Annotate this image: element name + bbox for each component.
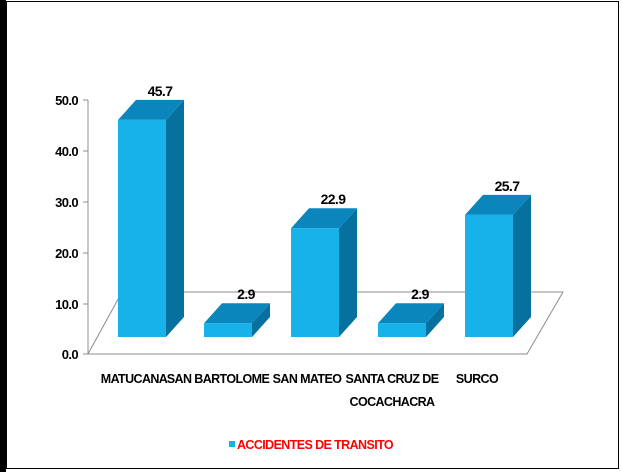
bar-front	[204, 323, 252, 337]
bar	[204, 303, 270, 337]
bar-front	[465, 214, 513, 337]
data-labels: 45.7 2.9 22.9 2.9 25.7	[148, 83, 521, 302]
chart-floor	[87, 291, 564, 355]
legend-label: ACCIDENTES DE TRANSITO	[236, 438, 394, 452]
bar-top	[118, 99, 184, 120]
bar-top	[465, 194, 531, 215]
bar-side	[252, 303, 270, 337]
bar-front	[291, 228, 339, 337]
bar-top	[291, 208, 357, 229]
bar	[291, 208, 357, 337]
bar-top	[378, 303, 444, 324]
bar-side	[339, 208, 357, 337]
bar-front	[378, 323, 426, 337]
bar	[378, 303, 444, 337]
y-tick-label: 40.0	[55, 144, 78, 159]
y-tick-label: 30.0	[55, 195, 78, 210]
data-label: 25.7	[495, 178, 521, 194]
legend: ACCIDENTES DE TRANSITO	[0, 438, 622, 452]
y-tick-label: 10.0	[55, 297, 78, 312]
category-label: SAN BARTOLOME	[167, 372, 270, 386]
bar-side	[513, 194, 531, 337]
chart-border	[6, 1, 619, 469]
y-axis: 0.0 10.0 20.0 30.0 40.0 50.0	[55, 93, 89, 362]
frame-left-edge	[0, 0, 6, 472]
data-label: 2.9	[237, 286, 255, 302]
bar-front	[118, 119, 166, 337]
y-tick-label: 0.0	[62, 347, 79, 362]
data-label: 2.9	[411, 286, 429, 302]
floor-plane	[87, 291, 564, 355]
bar-side	[166, 99, 184, 337]
bar	[465, 194, 531, 337]
category-label: MATUCANA	[101, 372, 168, 386]
category-labels: MATUCANA SAN BARTOLOME SAN MATEO SANTA CRUZ…	[101, 372, 500, 409]
y-tick-label: 20.0	[55, 246, 78, 261]
category-label: SANTA CRUZ DE COCACHACRA	[346, 372, 439, 409]
category-label: SAN MATEO	[273, 372, 343, 386]
bar	[118, 99, 184, 337]
data-label: 45.7	[148, 83, 174, 99]
y-tick-label: 50.0	[55, 93, 78, 108]
bars	[118, 99, 531, 337]
category-label: SURCO	[456, 372, 499, 386]
bar-top	[204, 303, 270, 324]
legend-swatch	[228, 441, 235, 447]
bar-side	[426, 303, 444, 337]
data-label: 22.9	[321, 191, 347, 207]
